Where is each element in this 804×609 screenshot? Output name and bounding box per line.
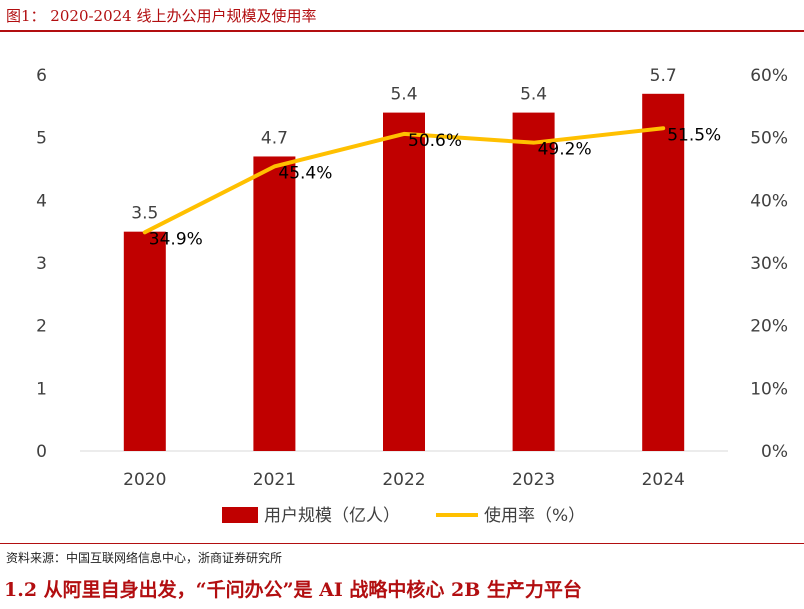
legend-line-label: 使用率（%） <box>484 505 585 526</box>
figure-header: 图1： 2020-2024 线上办公用户规模及使用率 <box>0 0 804 32</box>
line-value-label: 45.4% <box>278 163 332 183</box>
usage-rate-point-2023 <box>532 141 536 145</box>
y-left-tick-label: 2 <box>36 317 47 337</box>
y-right-tick-label: 20% <box>750 317 788 337</box>
y-right-tick-label: 40% <box>750 191 788 211</box>
y-right-tick-label: 50% <box>750 129 788 149</box>
y-left-tick-label: 6 <box>36 66 47 86</box>
bar-value-label: 5.4 <box>520 85 547 105</box>
x-tick-label: 2024 <box>642 470 685 490</box>
figure-title: 图1： 2020-2024 线上办公用户规模及使用率 <box>6 7 317 25</box>
y-left-tick-label: 4 <box>36 191 47 211</box>
legend-bar-label: 用户规模（亿人） <box>264 506 400 526</box>
usage-rate-point-2024 <box>661 126 665 130</box>
usage-rate-point-2021 <box>272 164 276 168</box>
line-value-label: 50.6% <box>408 131 462 151</box>
y-left-tick-label: 0 <box>36 442 47 462</box>
bar-2022 <box>383 112 425 451</box>
y-right-tick-label: 30% <box>750 254 788 274</box>
usage-rate-point-2022 <box>402 132 406 136</box>
source-divider <box>0 543 804 544</box>
y-right-tick-label: 10% <box>750 379 788 399</box>
line-value-label: 51.5% <box>667 125 721 145</box>
x-tick-label: 2020 <box>123 470 166 490</box>
bar-2024 <box>642 93 685 452</box>
legend-bar-swatch <box>222 507 258 523</box>
y-right-tick-label: 0% <box>761 442 788 462</box>
usage-rate-point-2020 <box>143 230 147 234</box>
y-right-tick-label: 60% <box>750 66 788 86</box>
bar-value-label: 5.4 <box>390 85 417 105</box>
bar-2023 <box>512 112 555 451</box>
bar-value-label: 3.5 <box>131 204 158 224</box>
bar-value-label: 5.7 <box>650 66 677 86</box>
line-value-label: 34.9% <box>149 229 203 249</box>
y-left-tick-label: 1 <box>36 379 47 399</box>
x-tick-label: 2021 <box>253 470 296 490</box>
x-tick-label: 2023 <box>512 470 555 490</box>
line-value-label: 49.2% <box>538 140 592 160</box>
bar-2021 <box>253 156 296 451</box>
bar-2020 <box>123 231 166 451</box>
x-tick-label: 2022 <box>382 470 425 490</box>
section-heading: 1.2 从阿里自身出发，“千问办公”是 AI 战略中核心 2B 生产力平台 <box>4 579 582 601</box>
y-left-tick-label: 3 <box>36 254 47 274</box>
figure-source: 资料来源：中国互联网络信息中心，浙商证券研究所 <box>6 551 283 565</box>
bar-value-label: 4.7 <box>261 128 288 148</box>
y-left-tick-label: 5 <box>36 129 47 149</box>
